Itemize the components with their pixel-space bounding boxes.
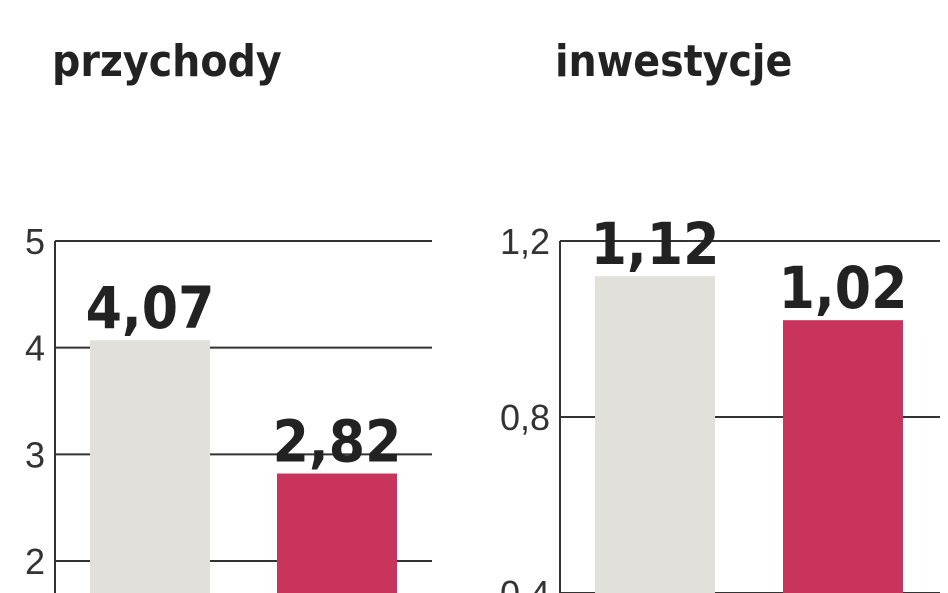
bar <box>595 276 715 593</box>
bar <box>277 473 397 593</box>
value-label: 1,02 <box>779 254 908 322</box>
chart-title: przychody <box>52 36 282 87</box>
value-label: 2,82 <box>273 408 402 476</box>
y-tick-label: 1,2 <box>500 221 550 262</box>
value-label: 1,12 <box>591 210 720 278</box>
bar <box>90 340 210 593</box>
value-label: 4,07 <box>86 274 215 342</box>
bar <box>783 320 903 593</box>
y-tick-label: 0,4 <box>500 573 550 593</box>
chart-title: inwestycje <box>555 36 792 87</box>
y-tick-label: 4 <box>25 328 45 369</box>
y-tick-label: 3 <box>25 434 45 475</box>
y-tick-label: 2 <box>25 541 45 582</box>
y-tick-label: 5 <box>25 221 45 262</box>
y-tick-label: 0,8 <box>500 397 550 438</box>
